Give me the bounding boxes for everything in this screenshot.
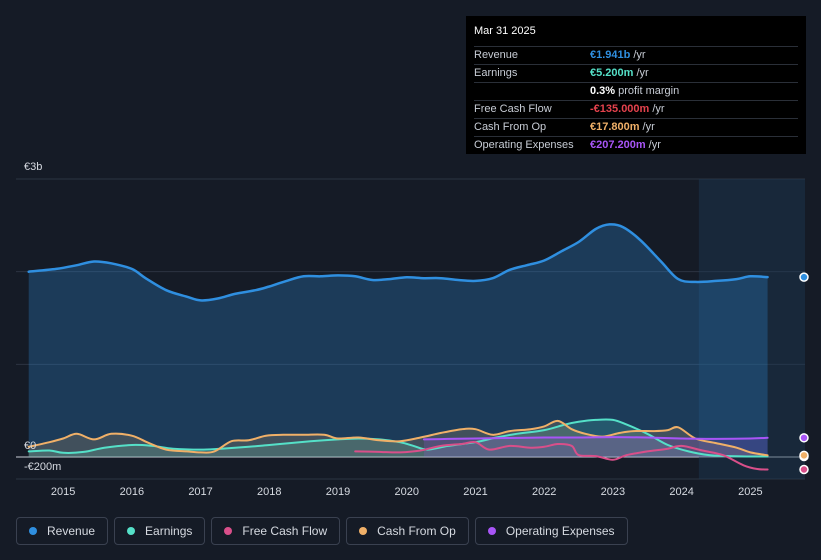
y-tick-€0: €0 (24, 440, 36, 452)
tooltip-row: Earnings €5.200m/yr (474, 65, 798, 83)
forecast-shade (698, 179, 805, 479)
operating-expenses-line (422, 436, 769, 441)
legend-dot-icon (127, 527, 136, 535)
y-tick-€3b: €3b (24, 161, 42, 173)
free-cash-flow-endpoint (799, 464, 809, 475)
legend-dot-icon (487, 527, 496, 535)
tooltip-row: Free Cash Flow -€135.000m/yr (474, 101, 798, 119)
tooltip-row-value: €17.800m (590, 121, 640, 133)
tooltip-row: 0.3% profit margin (474, 83, 798, 101)
tooltip-row-value: -€135.000m (590, 103, 650, 115)
legend-label: Free Cash Flow (242, 524, 328, 538)
series-endpoints (799, 272, 809, 475)
tooltip-row-label: Earnings (474, 67, 518, 79)
gridlines (16, 178, 805, 480)
legend-dot-icon (359, 527, 368, 535)
x-tick-2025: 2025 (738, 486, 762, 498)
tooltip-row-unit: /yr (642, 121, 655, 133)
tooltip-row-label (474, 83, 590, 100)
tooltip: Mar 31 2025 Revenue €1.941b/yr Earnings €5.… (466, 16, 806, 154)
tooltip-row: Operating Expenses €207.200m/yr (474, 137, 798, 154)
tooltip-row: Cash From Op €17.800m/yr (474, 119, 798, 137)
series-lines (27, 223, 769, 471)
x-tick-2023: 2023 (601, 486, 625, 498)
x-tick-2022: 2022 (532, 486, 556, 498)
tooltip-row-label: Cash From Op (474, 121, 547, 133)
tooltip-row-unit: /yr (636, 67, 649, 79)
tooltip-row-unit: /yr (652, 103, 665, 115)
tooltip-date: Mar 31 2025 (474, 22, 798, 47)
legend-item-earnings[interactable]: Earnings (114, 517, 206, 545)
cash-from-op-line (27, 419, 769, 457)
operating-expenses-area (423, 437, 768, 457)
legend-dot-icon (29, 527, 37, 535)
legend-item-operating-expenses[interactable]: Operating Expenses (474, 517, 628, 545)
x-tick-2015: 2015 (51, 486, 75, 498)
y-tick--€200m: -€200m (24, 461, 61, 473)
legend-label: Cash From Op (377, 524, 456, 538)
legend-item-cash-from-op[interactable]: Cash From Op (346, 517, 469, 545)
operating-expenses-endpoint (799, 433, 809, 443)
tooltip-row-unit: /yr (633, 49, 646, 61)
x-tick-2021: 2021 (463, 486, 487, 498)
legend-label: Revenue (47, 524, 96, 538)
tooltip-row-value: €1.941b (590, 49, 631, 61)
tooltip-row-value: €5.200m (590, 67, 634, 79)
x-tick-2018: 2018 (257, 486, 281, 498)
tooltip-row-label: Free Cash Flow (474, 103, 552, 115)
revenue-endpoint (799, 272, 809, 282)
legend-dot-icon (224, 527, 233, 535)
tooltip-row-unit: profit margin (618, 85, 680, 97)
legend-item-revenue[interactable]: Revenue (16, 517, 109, 545)
tooltip-rows: Revenue €1.941b/yr Earnings €5.200m/yr 0.3% p… (474, 47, 798, 154)
legend-label: Earnings (145, 524, 193, 538)
tooltip-row: Revenue €1.941b/yr (474, 47, 798, 65)
tooltip-row-label: Operating Expenses (474, 139, 574, 151)
tooltip-row-unit: /yr (648, 139, 661, 151)
revenue-line (27, 223, 769, 302)
legend-label: Operating Expenses (505, 524, 615, 538)
series-fills (28, 224, 768, 457)
revenue-area (28, 224, 768, 457)
x-tick-2020: 2020 (395, 486, 419, 498)
earnings-line (27, 418, 769, 458)
legend: Revenue Earnings Free Cash Flow Cash From O… (16, 517, 628, 545)
tooltip-row-value: €207.200m (590, 139, 646, 151)
x-tick-2016: 2016 (120, 486, 144, 498)
x-tick-2019: 2019 (326, 486, 350, 498)
cash-from-op-area (28, 420, 768, 457)
x-tick-2024: 2024 (669, 486, 693, 498)
y-axis-tick-labels: €3b €0 -€200m (24, 161, 61, 473)
legend-item-free-cash-flow[interactable]: Free Cash Flow (211, 517, 341, 545)
x-tick-2017: 2017 (188, 486, 212, 498)
x-axis-tick-labels: 2015 2016 2017 2018 2019 2020 2021 2022 2023 2024… (51, 486, 763, 498)
cash-from-op-endpoint (799, 450, 809, 461)
tooltip-row-value: 0.3% (590, 85, 616, 97)
tooltip-row-label: Revenue (474, 49, 519, 61)
earnings-area (28, 419, 768, 457)
free-cash-flow-line (354, 440, 769, 471)
